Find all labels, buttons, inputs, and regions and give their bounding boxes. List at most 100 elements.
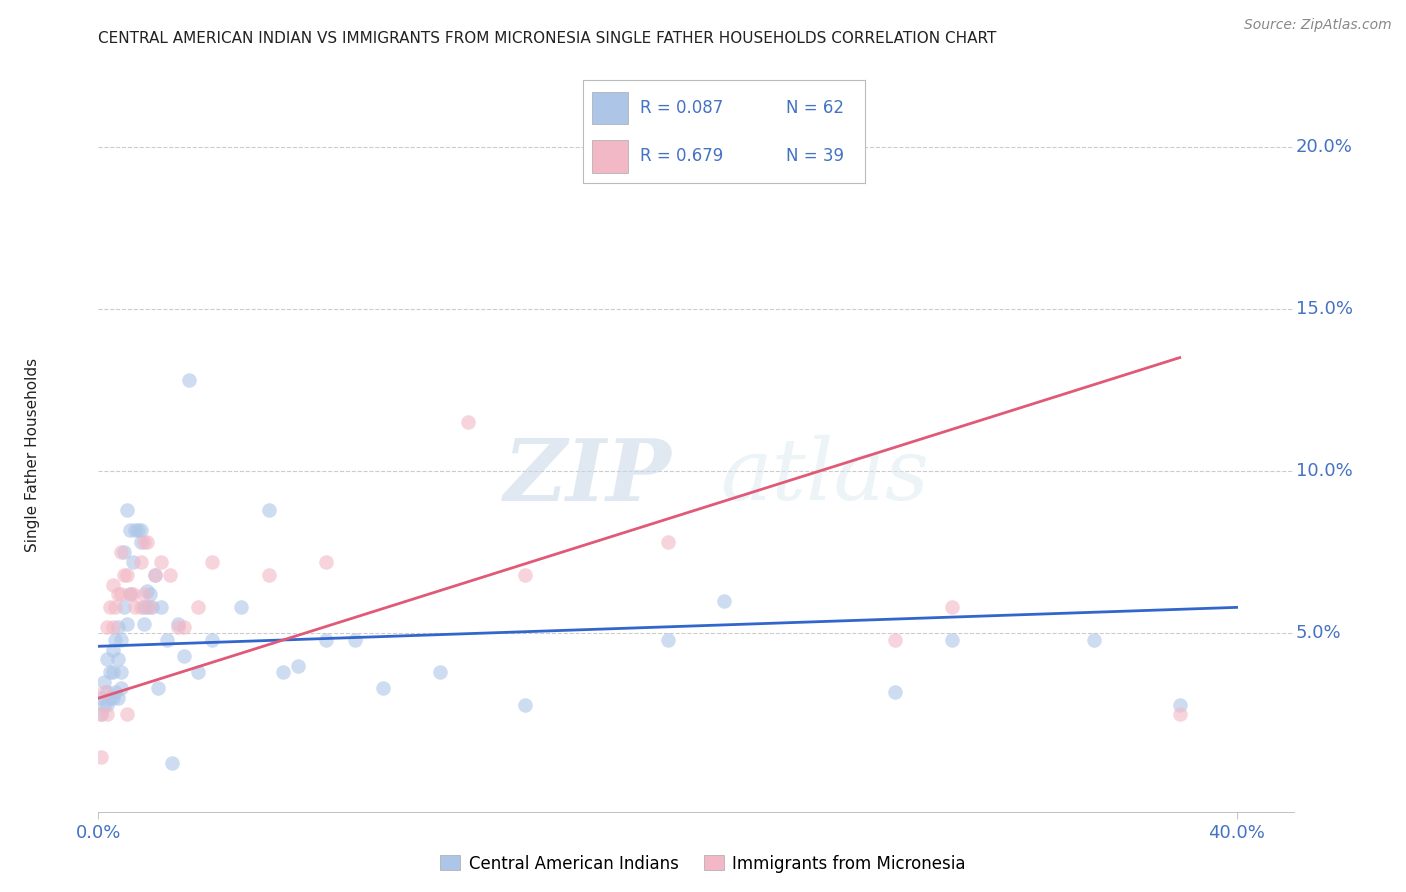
Point [167, 616, 190, 631]
Point [90, 749, 112, 764]
Point [93, 684, 115, 698]
Point [156, 632, 179, 647]
Point [121, 587, 143, 601]
Point [127, 523, 149, 537]
Point [124, 600, 146, 615]
Text: N = 62: N = 62 [786, 99, 844, 117]
Point [121, 555, 143, 569]
Point [132, 535, 155, 549]
Point [179, 373, 201, 387]
Point [115, 707, 138, 722]
Point [515, 698, 537, 712]
Point [941, 600, 963, 615]
Point [101, 665, 124, 680]
Point [150, 600, 173, 615]
Point [884, 684, 907, 698]
Point [273, 665, 295, 680]
Point [138, 600, 160, 615]
Point [118, 587, 141, 601]
Point [110, 632, 132, 647]
Point [129, 555, 152, 569]
Point [101, 691, 124, 706]
Point [101, 577, 124, 591]
Point [110, 681, 132, 696]
Text: ZIP: ZIP [505, 434, 672, 518]
Point [104, 684, 127, 698]
Point [884, 632, 907, 647]
Point [96, 652, 118, 666]
Point [315, 632, 337, 647]
Point [187, 665, 209, 680]
Point [104, 632, 127, 647]
Text: CENTRAL AMERICAN INDIAN VS IMMIGRANTS FROM MICRONESIA SINGLE FATHER HOUSEHOLDS C: CENTRAL AMERICAN INDIAN VS IMMIGRANTS FR… [98, 31, 997, 46]
Point [287, 658, 309, 673]
Point [115, 568, 138, 582]
Point [167, 620, 190, 634]
Point [173, 620, 195, 634]
Point [143, 568, 166, 582]
Point [98, 691, 121, 706]
Point [173, 648, 195, 663]
Point [112, 600, 135, 615]
Point [98, 665, 121, 680]
Point [515, 568, 537, 582]
Point [96, 620, 118, 634]
Point [101, 642, 124, 657]
Point [713, 594, 735, 608]
Point [118, 587, 141, 601]
Point [132, 600, 155, 615]
Point [257, 568, 280, 582]
Point [1083, 632, 1105, 647]
Text: atlas: atlas [720, 435, 929, 517]
Point [98, 600, 121, 615]
Point [201, 632, 224, 647]
Point [93, 675, 115, 690]
Point [315, 555, 337, 569]
Point [162, 756, 184, 770]
Point [110, 665, 132, 680]
Point [159, 568, 181, 582]
Point [90, 707, 112, 722]
FancyBboxPatch shape [592, 140, 628, 173]
Point [104, 600, 127, 615]
Point [110, 587, 132, 601]
Point [129, 535, 152, 549]
Text: R = 0.679: R = 0.679 [640, 147, 723, 165]
Point [90, 707, 112, 722]
Text: R = 0.087: R = 0.087 [640, 99, 723, 117]
Point [107, 620, 129, 634]
Point [96, 698, 118, 712]
Point [118, 523, 141, 537]
Point [135, 600, 157, 615]
Point [429, 665, 451, 680]
Point [257, 503, 280, 517]
Point [148, 681, 170, 696]
Point [135, 584, 157, 599]
Point [141, 600, 163, 615]
Text: 5.0%: 5.0% [1296, 624, 1341, 642]
Text: Source: ZipAtlas.com: Source: ZipAtlas.com [1244, 18, 1392, 32]
Point [115, 503, 138, 517]
Point [132, 616, 155, 631]
Point [107, 587, 129, 601]
Point [96, 707, 118, 722]
Point [112, 545, 135, 559]
Point [107, 691, 129, 706]
Point [93, 698, 115, 712]
Point [150, 555, 173, 569]
Point [107, 652, 129, 666]
Point [132, 587, 155, 601]
Point [1168, 698, 1191, 712]
FancyBboxPatch shape [592, 92, 628, 124]
Point [343, 632, 366, 647]
Point [457, 416, 479, 430]
Point [138, 587, 160, 601]
Point [96, 684, 118, 698]
Point [129, 523, 152, 537]
Point [124, 523, 146, 537]
Point [371, 681, 394, 696]
Text: 10.0%: 10.0% [1296, 462, 1353, 480]
Point [229, 600, 252, 615]
Point [187, 600, 209, 615]
Point [657, 632, 679, 647]
